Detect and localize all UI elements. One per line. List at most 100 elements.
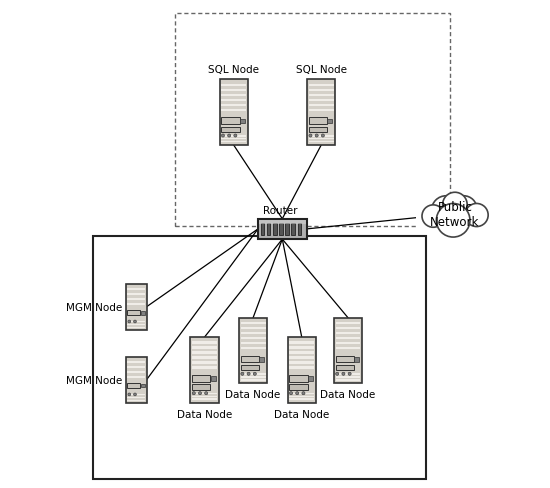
Bar: [309, 109, 334, 112]
Bar: [241, 347, 266, 349]
Bar: [336, 332, 360, 334]
Bar: [309, 118, 327, 125]
Bar: [289, 396, 314, 397]
Bar: [128, 322, 145, 323]
Circle shape: [342, 372, 345, 376]
Bar: [273, 224, 277, 235]
Bar: [241, 373, 266, 375]
Bar: [267, 224, 271, 235]
Bar: [309, 127, 327, 133]
Bar: [221, 127, 240, 133]
Bar: [128, 400, 145, 401]
Bar: [192, 346, 217, 349]
Circle shape: [199, 392, 201, 395]
Circle shape: [134, 393, 136, 396]
Bar: [336, 379, 360, 381]
Circle shape: [422, 205, 444, 228]
Bar: [336, 347, 360, 349]
Bar: [240, 120, 245, 124]
Bar: [308, 377, 313, 381]
Bar: [309, 139, 334, 140]
Text: Data Node: Data Node: [177, 409, 232, 419]
Bar: [334, 318, 362, 384]
Bar: [175, 14, 450, 227]
Bar: [289, 385, 307, 390]
Bar: [221, 100, 246, 102]
Bar: [241, 322, 266, 325]
Bar: [309, 136, 334, 137]
Circle shape: [134, 321, 136, 323]
Circle shape: [247, 372, 250, 376]
Circle shape: [222, 135, 224, 138]
Bar: [128, 310, 140, 315]
Bar: [192, 366, 217, 369]
Bar: [241, 356, 259, 363]
Circle shape: [450, 196, 477, 223]
Circle shape: [443, 193, 467, 217]
Text: MGM Node: MGM Node: [66, 302, 122, 312]
Bar: [289, 399, 314, 400]
Bar: [221, 142, 246, 143]
Bar: [239, 318, 267, 384]
Bar: [128, 376, 145, 378]
Bar: [309, 84, 334, 87]
Circle shape: [436, 204, 470, 238]
Bar: [336, 365, 354, 370]
Bar: [241, 337, 266, 340]
Bar: [192, 342, 217, 344]
Bar: [336, 322, 360, 325]
Bar: [309, 95, 334, 97]
Bar: [289, 346, 314, 349]
Bar: [336, 373, 360, 375]
Bar: [126, 284, 147, 330]
Circle shape: [336, 372, 339, 376]
Bar: [221, 139, 246, 140]
Circle shape: [228, 135, 230, 138]
Bar: [309, 142, 334, 143]
Bar: [292, 224, 295, 235]
Bar: [192, 399, 217, 400]
Bar: [221, 84, 246, 87]
Circle shape: [192, 392, 195, 395]
Bar: [192, 385, 211, 390]
Circle shape: [431, 196, 461, 225]
Bar: [241, 332, 266, 334]
Circle shape: [205, 392, 208, 395]
Bar: [241, 376, 266, 378]
Circle shape: [315, 135, 318, 138]
Bar: [92, 237, 426, 479]
Circle shape: [241, 372, 244, 376]
Bar: [128, 366, 145, 368]
Bar: [128, 303, 145, 305]
Bar: [126, 357, 147, 403]
Text: Public
Network: Public Network: [430, 201, 480, 229]
Circle shape: [296, 392, 299, 395]
Bar: [190, 337, 218, 403]
Bar: [211, 377, 216, 381]
Bar: [336, 337, 360, 340]
Bar: [259, 221, 306, 225]
Bar: [261, 224, 265, 235]
Bar: [128, 371, 145, 373]
Bar: [192, 357, 217, 359]
Bar: [309, 104, 334, 107]
Bar: [192, 375, 211, 382]
Bar: [241, 342, 266, 345]
Circle shape: [253, 372, 256, 376]
Text: SQL Node: SQL Node: [208, 64, 259, 74]
Bar: [289, 366, 314, 369]
Bar: [140, 384, 145, 387]
Bar: [192, 352, 217, 354]
Circle shape: [234, 135, 237, 138]
Text: SQL Node: SQL Node: [296, 64, 346, 74]
Bar: [241, 379, 266, 381]
Circle shape: [309, 135, 312, 138]
Bar: [221, 136, 246, 137]
Circle shape: [128, 393, 131, 396]
Bar: [128, 327, 145, 328]
Bar: [298, 224, 301, 235]
Bar: [128, 397, 145, 398]
Bar: [285, 224, 289, 235]
Text: Data Node: Data Node: [226, 389, 280, 399]
Bar: [309, 89, 334, 92]
